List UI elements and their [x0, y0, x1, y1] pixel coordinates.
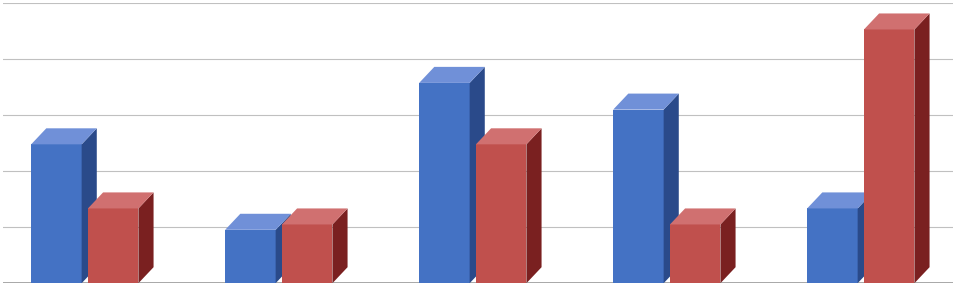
Polygon shape	[476, 128, 541, 144]
Polygon shape	[527, 128, 541, 283]
Polygon shape	[469, 67, 485, 283]
Polygon shape	[613, 94, 679, 110]
Polygon shape	[670, 208, 735, 225]
Polygon shape	[226, 214, 291, 230]
Polygon shape	[139, 192, 154, 283]
Polygon shape	[88, 192, 154, 208]
Polygon shape	[663, 94, 679, 283]
Polygon shape	[32, 128, 97, 144]
Polygon shape	[275, 214, 291, 283]
Polygon shape	[282, 208, 348, 225]
Polygon shape	[915, 13, 929, 283]
Polygon shape	[858, 192, 873, 283]
Polygon shape	[333, 208, 348, 283]
Polygon shape	[81, 128, 97, 283]
Polygon shape	[419, 67, 485, 83]
Polygon shape	[807, 192, 873, 208]
Polygon shape	[864, 13, 929, 29]
Polygon shape	[721, 208, 735, 283]
